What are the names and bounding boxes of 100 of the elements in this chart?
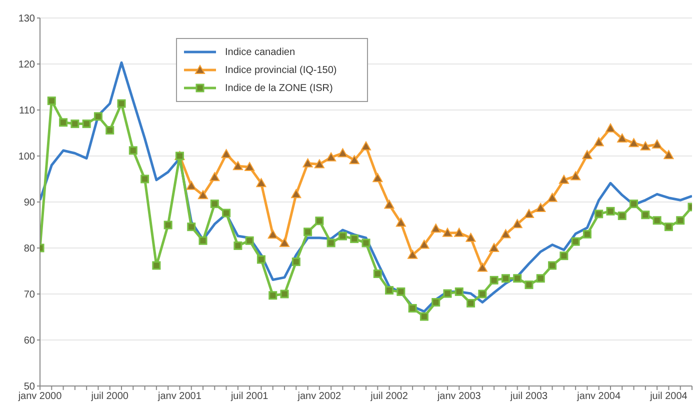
legend-label: Indice de la ZONE (ISR) [225, 82, 333, 94]
point [350, 234, 359, 244]
point [326, 238, 336, 248]
point [349, 155, 360, 164]
y-tick-label: 130 [18, 14, 36, 25]
point [268, 291, 278, 300]
point [70, 120, 80, 128]
point [676, 216, 685, 225]
point [164, 220, 172, 230]
point [338, 232, 347, 240]
point [606, 123, 616, 132]
point [304, 228, 312, 236]
point [314, 159, 324, 168]
point [489, 243, 500, 252]
x-tick-label: janv 2004 [576, 391, 621, 402]
point [606, 206, 615, 216]
point [210, 200, 219, 208]
point [256, 178, 266, 188]
y-tick-label: 80 [24, 244, 36, 255]
point [221, 149, 232, 158]
point [512, 219, 522, 228]
y-tick-label: 100 [18, 152, 36, 163]
point [396, 218, 406, 227]
point [454, 287, 464, 296]
point [501, 274, 510, 283]
point [244, 162, 255, 172]
point [291, 189, 302, 198]
point [664, 150, 674, 160]
point [106, 126, 114, 134]
point [641, 210, 650, 220]
point [524, 208, 534, 218]
y-tick-label: 120 [18, 60, 36, 71]
point [558, 174, 569, 184]
point [547, 192, 558, 202]
x-tick-label: janv 2000 [17, 391, 62, 402]
point [140, 174, 150, 184]
point [664, 222, 673, 232]
x-tick-label: juil 2004 [649, 391, 688, 402]
point [256, 255, 266, 264]
point [315, 216, 324, 226]
point [582, 150, 592, 160]
point [408, 250, 418, 259]
point [420, 312, 428, 321]
point [513, 274, 522, 283]
point [443, 289, 452, 298]
point [477, 262, 488, 272]
legend-label: Indice provincial (IQ-150) [225, 64, 337, 76]
point [430, 224, 441, 233]
x-tick-label: juil 2003 [509, 391, 548, 402]
y-tick-label: 110 [19, 106, 36, 117]
point [408, 304, 417, 313]
point [326, 152, 336, 162]
point [82, 120, 91, 128]
point [490, 276, 498, 284]
point [628, 138, 639, 148]
point [617, 134, 628, 143]
point [280, 238, 290, 247]
point [385, 286, 394, 295]
point [500, 229, 511, 238]
point [570, 171, 581, 180]
point [652, 140, 662, 148]
x-tick-label: janv 2002 [296, 391, 342, 402]
x-tick-label: juil 2000 [90, 391, 129, 402]
point [466, 298, 476, 308]
point [47, 96, 56, 106]
point [442, 228, 452, 237]
point [338, 148, 348, 158]
y-tick-label: 60 [24, 336, 36, 347]
point [362, 238, 370, 248]
point [548, 261, 557, 270]
point [582, 230, 592, 238]
x-tick-label: juil 2001 [230, 391, 269, 402]
point [280, 290, 289, 298]
x-tick-label: juil 2002 [370, 391, 408, 402]
point [560, 252, 568, 260]
point [630, 200, 638, 208]
x-tick-label: janv 2003 [436, 391, 482, 402]
point [245, 236, 254, 245]
point [524, 280, 534, 290]
y-tick-label: 50 [24, 382, 36, 393]
y-tick-label: 70 [24, 290, 36, 301]
point [187, 222, 196, 232]
point [198, 190, 208, 200]
point [198, 236, 208, 245]
point [454, 228, 464, 237]
point [128, 146, 138, 155]
point [478, 290, 487, 298]
point [419, 240, 430, 249]
point [536, 202, 546, 212]
point [640, 141, 650, 150]
point [594, 137, 604, 146]
point [268, 230, 278, 239]
point [618, 212, 626, 220]
point [94, 112, 102, 121]
point [384, 200, 394, 209]
point [373, 270, 382, 278]
legend-label: Indice canadien [225, 46, 296, 58]
point [292, 258, 300, 266]
x-tick-label: janv 2001 [157, 391, 202, 402]
point [302, 158, 313, 168]
